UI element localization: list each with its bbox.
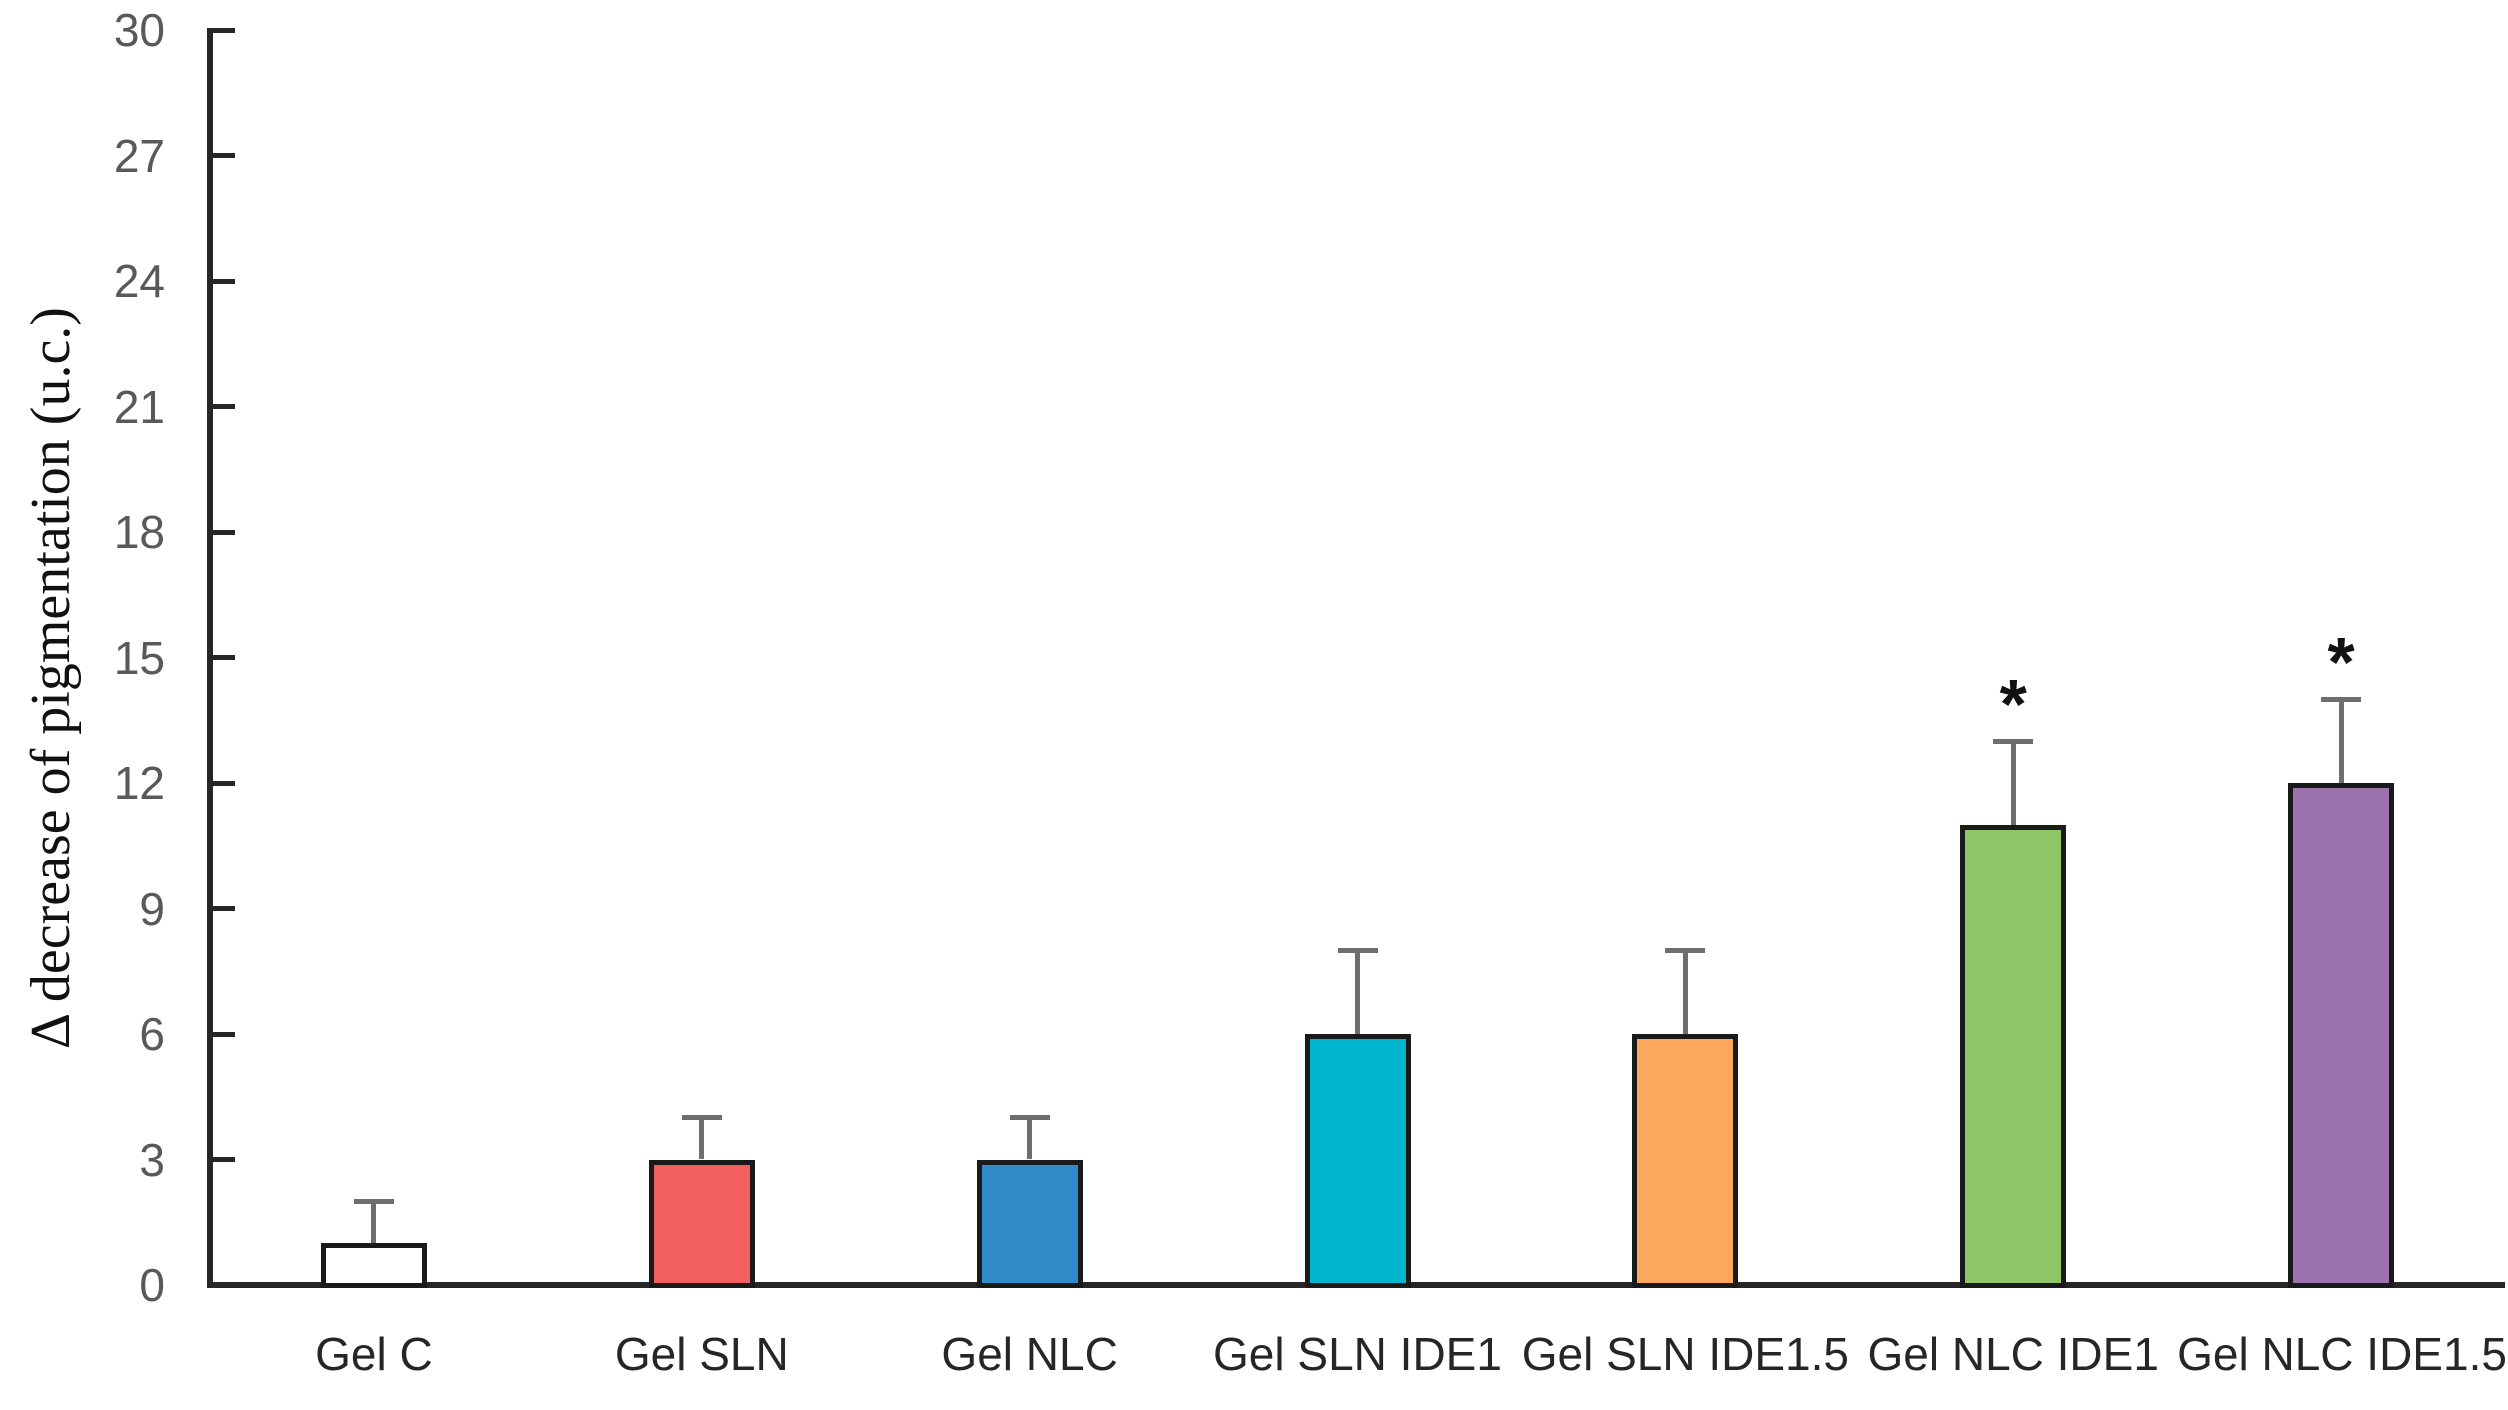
y-tick-mark	[213, 780, 235, 786]
y-tick-mark	[213, 906, 235, 911]
y-tick-label: 6	[139, 1008, 165, 1060]
x-category-label: Gel SLN	[614, 1328, 789, 1380]
y-axis-line	[207, 28, 213, 1288]
error-bar-whisker	[371, 1201, 377, 1244]
y-tick-mark	[213, 655, 235, 660]
bar-gel-sln	[648, 1159, 755, 1288]
error-bar-cap	[1009, 1115, 1050, 1121]
y-tick-label: 12	[113, 757, 165, 809]
error-bar-whisker	[1355, 950, 1360, 1034]
bar-gel-nlc	[976, 1159, 1083, 1288]
error-bar-cap	[1993, 738, 2034, 744]
error-bar-cap	[681, 1115, 722, 1121]
error-bar-cap	[353, 1198, 394, 1204]
y-tick-mark	[213, 404, 235, 409]
y-tick-label: 0	[139, 1259, 165, 1311]
error-bar-whisker	[2338, 699, 2344, 783]
y-tick-mark	[213, 278, 235, 284]
x-category-label: Gel NLC	[941, 1328, 1118, 1380]
y-tick-label: 27	[113, 129, 165, 182]
x-category-label: Gel NLC IDE1	[1867, 1328, 2159, 1380]
bar-gel-c	[320, 1243, 427, 1288]
bar-gel-sln-ide1-5	[1632, 1034, 1739, 1288]
y-tick-label: 3	[139, 1133, 165, 1186]
x-category-label: Gel SLN IDE1	[1213, 1328, 1502, 1380]
y-tick-mark	[213, 27, 235, 33]
error-bar-cap	[2321, 696, 2362, 702]
y-tick-label: 30	[113, 4, 165, 56]
y-tick-mark	[213, 1282, 235, 1288]
error-bar-cap	[1665, 947, 1706, 953]
bar-gel-nlc-ide1	[1960, 824, 2067, 1288]
x-category-label: Gel SLN IDE1.5	[1521, 1328, 1849, 1380]
y-tick-label: 18	[113, 506, 165, 558]
error-bar-whisker	[1682, 950, 1688, 1034]
y-tick-mark	[213, 1031, 235, 1037]
bar-gel-nlc-ide1-5	[2288, 783, 2395, 1288]
error-bar-cap	[1337, 947, 1378, 953]
significance-asterisk: *	[2327, 623, 2355, 702]
significance-asterisk: *	[1999, 665, 2027, 744]
y-tick-label: 15	[113, 631, 165, 684]
y-tick-mark	[213, 153, 235, 158]
y-tick-label: 9	[139, 882, 165, 935]
y-tick-mark	[213, 1157, 235, 1162]
bar-gel-sln-ide1	[1304, 1034, 1411, 1288]
error-bar-whisker	[1027, 1117, 1033, 1160]
x-category-label: Gel NLC IDE1.5	[2177, 1328, 2507, 1380]
error-bar-whisker	[699, 1117, 705, 1160]
y-tick-mark	[213, 529, 235, 535]
error-bar-whisker	[2010, 741, 2016, 825]
y-tick-label: 21	[113, 380, 165, 433]
y-tick-label: 24	[113, 255, 165, 307]
x-category-label: Gel C	[315, 1328, 433, 1380]
